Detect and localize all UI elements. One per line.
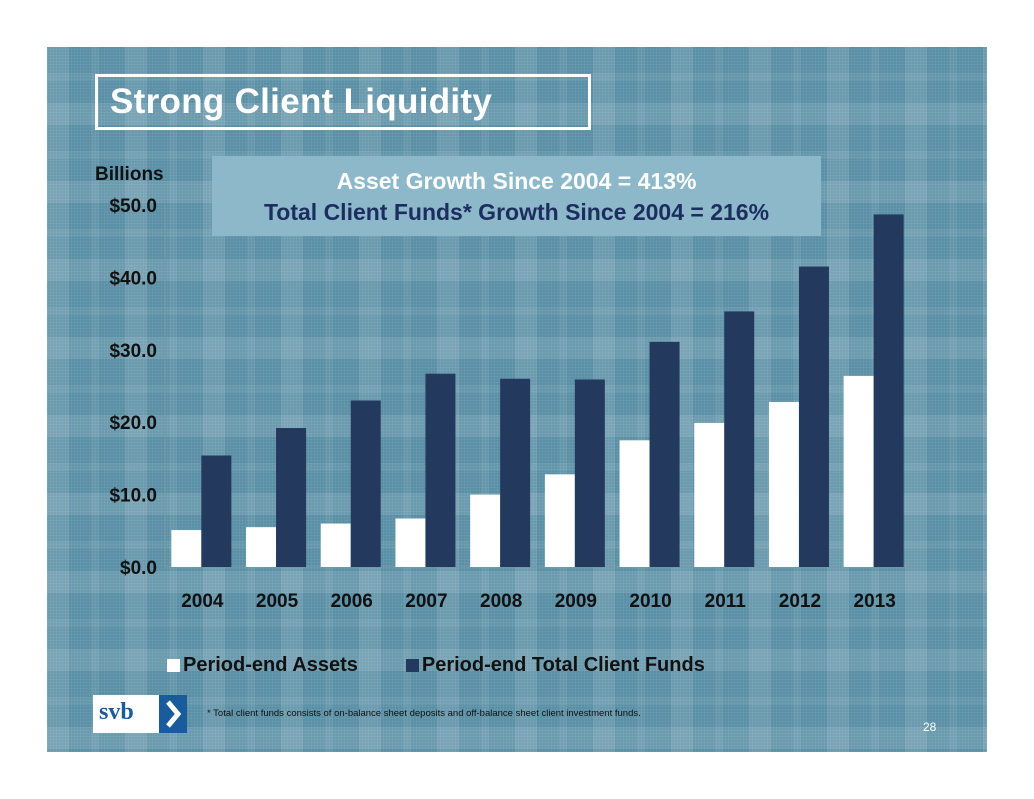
y-tick-label: $50.0: [109, 196, 157, 217]
page-title: Strong Client Liquidity: [110, 82, 493, 121]
unit-label: Billions: [95, 164, 164, 185]
x-tick-label: 2011: [705, 591, 747, 612]
bar-assets-2012: [768, 401, 799, 567]
asset-growth-text: Asset Growth Since 2004 = 413%: [336, 168, 697, 194]
title-box: Strong Client Liquidity: [95, 74, 591, 130]
growth-callout: Asset Growth Since 2004 = 413% Total Cli…: [212, 156, 821, 236]
x-tick-label: 2004: [181, 591, 224, 612]
bar-assets-2009: [544, 474, 575, 567]
x-tick-label: 2009: [555, 591, 597, 612]
y-tick-label: $10.0: [109, 486, 157, 507]
logo-wordmark: svb: [99, 699, 134, 725]
legend-label-client-funds: Period-end Total Client Funds: [421, 654, 705, 676]
legend-label-assets: Period-end Assets: [183, 654, 358, 676]
page-number: 28: [923, 720, 937, 734]
bar-assets-2010: [619, 440, 650, 567]
bar-client-funds-2008: [500, 378, 531, 567]
x-tick-label: 2010: [629, 591, 671, 612]
x-tick-label: 2005: [256, 591, 299, 612]
legend-swatch-client-funds: [405, 659, 419, 672]
y-tick-label: $30.0: [109, 341, 157, 362]
footnote: * Total client funds consists of on-bala…: [207, 708, 641, 719]
legend-swatch-assets: [167, 659, 180, 672]
bar-client-funds-2010: [649, 341, 680, 567]
y-tick-label: $0.0: [120, 558, 157, 579]
x-tick-label: 2012: [779, 591, 821, 612]
bar-client-funds-2013: [873, 214, 904, 568]
x-tick-label: 2013: [854, 591, 896, 612]
bar-assets-2004: [171, 530, 202, 567]
bar-assets-2006: [320, 523, 351, 567]
svb-logo: svb: [93, 695, 187, 733]
x-tick-label: 2007: [405, 591, 447, 612]
chevron-right-icon: [159, 695, 187, 733]
y-tick-label: $40.0: [109, 268, 157, 289]
bar-assets-2013: [843, 375, 874, 567]
bar-client-funds-2012: [798, 266, 829, 567]
bar-client-funds-2009: [574, 379, 605, 567]
x-tick-label: 2006: [331, 591, 373, 612]
bar-client-funds-2011: [724, 311, 755, 567]
bar-assets-2011: [694, 422, 725, 567]
bar-assets-2008: [470, 494, 501, 567]
y-tick-label: $20.0: [109, 413, 157, 434]
bar-client-funds-2005: [276, 427, 307, 567]
bar-assets-2007: [395, 518, 426, 567]
x-tick-label: 2008: [480, 591, 522, 612]
chart-legend: Period-end Assets Period-end Total Clien…: [167, 654, 705, 677]
bar-client-funds-2007: [425, 373, 456, 567]
bar-assets-2005: [246, 527, 277, 567]
bar-client-funds-2006: [350, 400, 381, 567]
client-funds-growth-text: Total Client Funds* Growth Since 2004 = …: [263, 199, 770, 225]
bar-client-funds-2004: [201, 455, 232, 567]
